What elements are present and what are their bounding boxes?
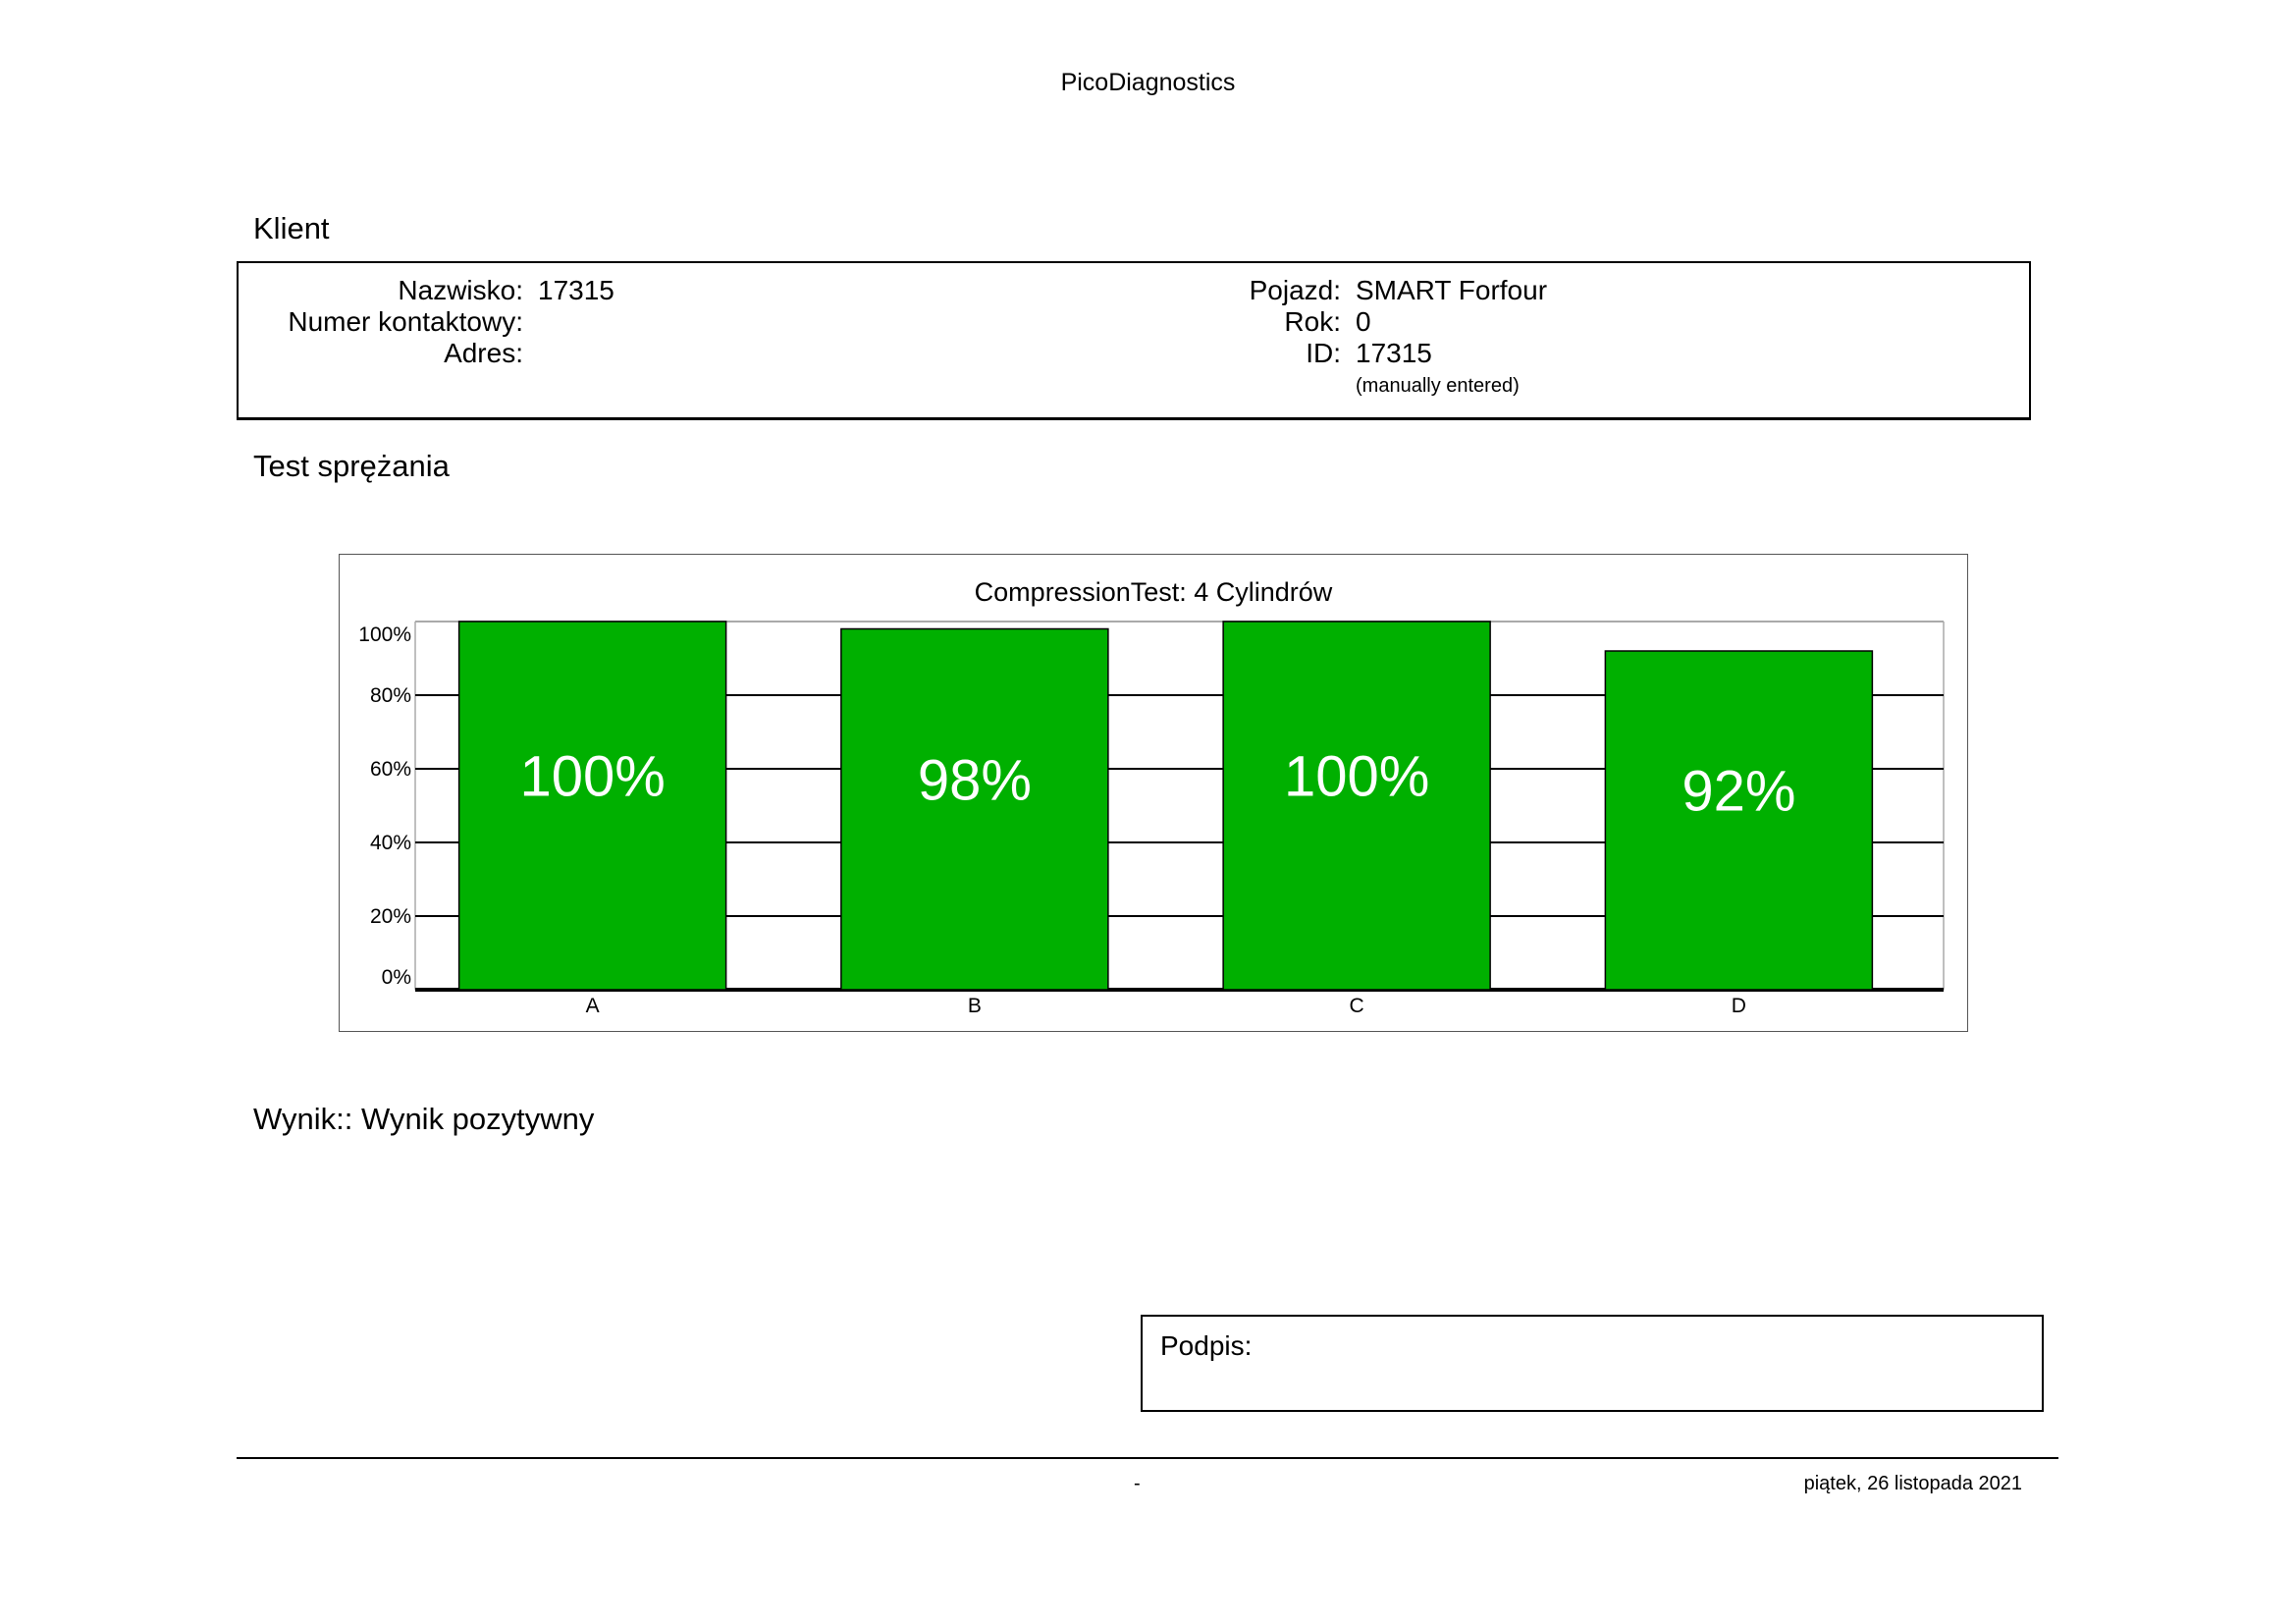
bar-d	[1604, 649, 1873, 991]
compression-chart: CompressionTest: 4 Cylindrów 0% 20% 40% 60%…	[339, 554, 1968, 1032]
y-tick-label: 60%	[369, 758, 410, 781]
chart-title: CompressionTest: 4 Cylindrów	[974, 577, 1332, 607]
bar-value-label: 98%	[917, 748, 1031, 812]
bar-b	[839, 627, 1109, 991]
y-tick-label: 100%	[358, 623, 411, 646]
y-tick-label: 20%	[369, 905, 410, 928]
y-tick-label: 40%	[369, 832, 410, 854]
bar-value-label: 100%	[1283, 744, 1428, 808]
report-header-title: PicoDiagnostics	[1060, 69, 1236, 96]
id-value: 17315	[1356, 338, 1432, 368]
signature-label: Podpis:	[1160, 1330, 1253, 1361]
y-tick-label: 80%	[369, 684, 410, 707]
id-note: (manually entered)	[1356, 375, 1520, 397]
bar-a	[457, 620, 726, 991]
year-label: Rok:	[1284, 306, 1341, 337]
year-value: 0	[1356, 306, 1371, 337]
address-label: Adres:	[444, 338, 523, 368]
vehicle-value: SMART Forfour	[1356, 275, 1548, 305]
client-info-box: Nazwisko: 17315 Numer kontaktowy: Adres:…	[237, 261, 2031, 420]
x-tick-label: D	[1731, 995, 1745, 1017]
x-tick-label: B	[967, 995, 981, 1017]
surname-label: Nazwisko:	[398, 275, 523, 305]
bar-value-label: 92%	[1682, 759, 1795, 823]
test-section-title: Test sprężania	[253, 449, 450, 483]
surname-value: 17315	[538, 275, 614, 305]
chart-svg: CompressionTest: 4 Cylindrów 0% 20% 40% 60%…	[358, 577, 1945, 1017]
id-label: ID:	[1306, 338, 1341, 368]
footer-date: piątek, 26 listopada 2021	[1803, 1473, 2022, 1494]
client-section-title: Klient	[253, 211, 330, 245]
bar-c	[1221, 620, 1491, 991]
vehicle-label: Pojazd:	[1249, 275, 1341, 305]
footer-center-text: -	[1134, 1473, 1141, 1494]
footer-divider	[237, 1457, 2058, 1459]
x-tick-label: C	[1349, 995, 1363, 1017]
signature-box: Podpis:	[1141, 1315, 2044, 1412]
contact-number-label: Numer kontaktowy:	[288, 306, 523, 337]
x-tick-label: A	[585, 995, 599, 1017]
bar-value-label: 100%	[519, 744, 665, 808]
result-text: Wynik:: Wynik pozytywny	[253, 1102, 595, 1136]
y-tick-label: 0%	[381, 966, 410, 989]
